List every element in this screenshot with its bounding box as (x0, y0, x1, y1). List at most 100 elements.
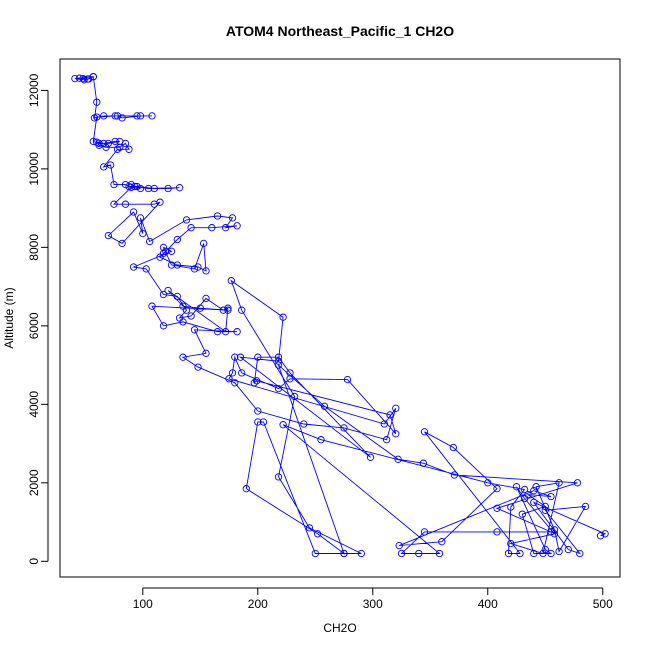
data-point (530, 549, 538, 558)
data-point (121, 180, 130, 189)
data-point (541, 545, 549, 554)
data-point (274, 353, 283, 361)
data-point (102, 143, 110, 151)
data-point (125, 145, 133, 153)
data-point (159, 243, 168, 252)
data-point (71, 74, 79, 83)
data-point (221, 328, 230, 336)
data-point (100, 139, 108, 148)
data-point (164, 286, 172, 295)
y-tick-label: 12000 (27, 73, 41, 107)
data-point (512, 483, 521, 491)
data-point (238, 306, 246, 314)
data-point (286, 375, 294, 383)
data-point (493, 485, 501, 493)
data-point (182, 216, 191, 224)
data-point (518, 510, 526, 518)
data-point (573, 479, 582, 487)
data-point (196, 304, 204, 312)
data-point (550, 530, 559, 538)
y-tick-label: 10000 (27, 152, 41, 186)
data-point (164, 184, 172, 193)
data-point (520, 485, 529, 494)
data-point (555, 547, 563, 556)
x-tick-label: 200 (248, 597, 268, 611)
data-point (190, 265, 199, 273)
data-point (80, 76, 88, 84)
data-point (227, 277, 235, 285)
data-point (520, 494, 529, 503)
data-point (576, 549, 584, 558)
data-point (173, 292, 181, 301)
data-point (415, 549, 423, 558)
y-tick-label: 0 (27, 558, 41, 565)
series-line (74, 76, 607, 555)
data-point (286, 369, 294, 377)
data-point (179, 302, 187, 310)
series-layer (71, 73, 609, 558)
data-point (539, 549, 547, 558)
data-point (202, 294, 210, 303)
data-point (129, 208, 138, 216)
data-point (547, 492, 555, 501)
data-point (200, 239, 208, 248)
data-point (300, 420, 308, 428)
data-point (167, 261, 176, 269)
data-point (274, 357, 283, 365)
data-point (238, 369, 246, 377)
data-point (380, 420, 388, 428)
data-point (121, 139, 130, 148)
data-point (95, 141, 103, 149)
data-point (133, 112, 141, 120)
data-point (340, 549, 348, 558)
data-point (187, 224, 195, 232)
data-point (419, 459, 428, 467)
data-point (167, 247, 176, 255)
data-point (259, 418, 268, 426)
x-axis-label: CH2O (323, 621, 356, 635)
data-point (420, 528, 429, 536)
data-point (136, 214, 145, 222)
data-point (202, 267, 210, 275)
data-point (420, 428, 429, 436)
data-point (530, 487, 538, 495)
data-point (111, 137, 119, 146)
data-point (233, 328, 241, 336)
data-point (106, 161, 115, 169)
data-point (392, 430, 400, 438)
data-point (136, 112, 145, 120)
data-point (231, 379, 239, 387)
data-point (179, 353, 187, 361)
y-tick-label: 6000 (27, 312, 41, 339)
data-point (547, 549, 555, 558)
y-axis: 0 2000 4000 6000 8000 10000 12000 (27, 73, 49, 565)
x-tick-label: 100 (133, 597, 153, 611)
data-point (550, 526, 559, 534)
data-point (139, 229, 147, 238)
data-point (290, 392, 299, 401)
data-point (504, 549, 513, 558)
data-point (100, 163, 108, 171)
data-point (148, 112, 156, 120)
data-point (252, 377, 261, 385)
data-point (601, 530, 609, 538)
data-point (254, 407, 262, 415)
data-point (311, 549, 319, 558)
data-point (493, 504, 501, 512)
data-point (146, 237, 154, 246)
data-point (250, 379, 258, 387)
data-point (187, 312, 195, 320)
data-point (449, 443, 457, 452)
data-point (113, 112, 122, 120)
data-point (386, 411, 394, 419)
data-point (100, 112, 108, 120)
x-tick-label: 300 (363, 597, 383, 611)
data-point (532, 483, 540, 491)
data-point (254, 418, 262, 426)
data-point (305, 524, 314, 532)
data-point (231, 353, 239, 361)
data-point (228, 214, 237, 222)
data-point (547, 528, 555, 536)
data-point (127, 180, 135, 189)
